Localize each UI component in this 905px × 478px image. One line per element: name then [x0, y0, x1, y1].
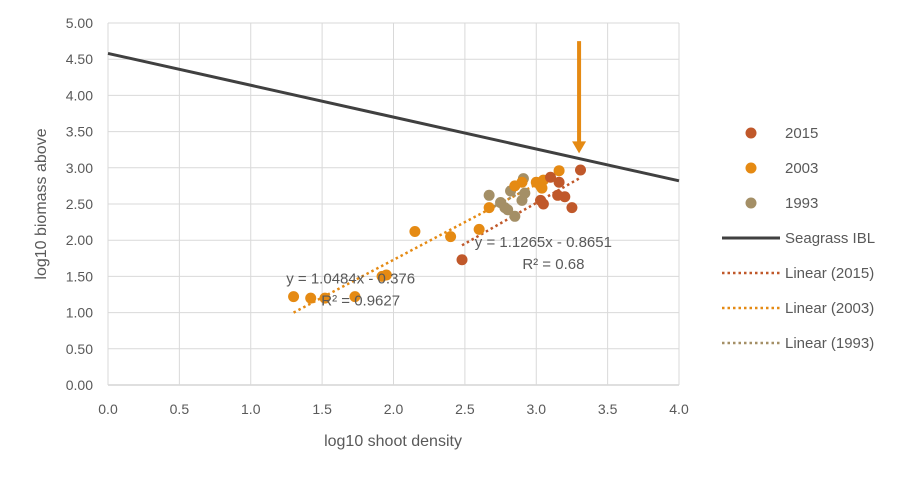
legend-item-linear-1993: Linear (1993)	[722, 335, 874, 352]
x-tick-label: 2.5	[455, 401, 475, 417]
y-tick-label: 5.00	[66, 15, 93, 31]
x-axis-ticks: 0.0 0.5 1.0 1.5 2.0 2.5 3.0 3.5 4.0	[98, 401, 689, 417]
legend-marker	[745, 162, 757, 174]
point-2003	[319, 292, 331, 304]
x-tick-label: 4.0	[669, 401, 689, 417]
point-1993	[519, 187, 531, 199]
y-tick-label: 0.50	[66, 341, 93, 357]
x-tick-label: 1.5	[312, 401, 332, 417]
y-tick-label: 4.50	[66, 51, 93, 67]
eq-2015-line-1: y = 1.1265x - 0.8651	[475, 234, 612, 251]
seagrass-ibl-line	[107, 51, 680, 183]
point-1993	[502, 204, 514, 216]
point-2003	[288, 291, 300, 303]
legend-label: Linear (1993)	[785, 335, 874, 352]
y-tick-label: 2.00	[66, 232, 93, 248]
eq-2003-line-1: y = 1.0484x - 0.376	[286, 270, 415, 287]
x-tick-label: 2.0	[384, 401, 404, 417]
linear-1993-trendline	[488, 189, 526, 211]
eq-2003-line-2: R² = 0.9627	[321, 292, 400, 309]
highlight-arrow	[572, 41, 587, 154]
legend-label: Linear (2015)	[785, 265, 874, 282]
y-tick-label: 1.50	[66, 268, 93, 284]
point-2003	[473, 223, 485, 235]
x-tick-label: 3.0	[527, 401, 547, 417]
x-tick-label: 3.5	[598, 401, 618, 417]
gridlines	[107, 22, 680, 386]
point-2003	[409, 226, 421, 238]
legend-item-2003: 2003	[745, 160, 818, 177]
y-axis-title: log10 biomass above	[33, 128, 50, 279]
y-axis-ticks: 0.00 0.50 1.00 1.50 2.00 2.50 3.00 3.50 4.00 4.50…	[66, 15, 93, 393]
y-tick-label: 1.00	[66, 305, 93, 321]
point-2015	[566, 202, 578, 214]
legend-label: 1993	[785, 195, 818, 212]
linear-2003-trendline	[292, 171, 560, 314]
legend-label: Linear (2003)	[785, 300, 874, 317]
data-points	[288, 164, 587, 304]
legend: 2015 2003 1993 Seagrass IBL Linear (2015) Lin…	[722, 125, 875, 352]
point-2015	[559, 191, 571, 203]
point-2003	[380, 269, 392, 281]
point-2015	[553, 176, 565, 188]
point-2015	[545, 171, 557, 183]
point-2003	[553, 165, 565, 177]
point-1993	[483, 189, 495, 201]
point-2015	[456, 254, 468, 266]
legend-item-seagrass-ibl: Seagrass IBL	[722, 230, 875, 247]
y-tick-label: 4.00	[66, 87, 93, 103]
eq-2015-line-2: R² = 0.68	[522, 256, 584, 273]
point-2003	[305, 292, 317, 304]
point-2003	[445, 231, 457, 243]
y-tick-label: 0.00	[66, 377, 93, 393]
point-2003	[536, 182, 548, 194]
point-2003	[483, 202, 495, 214]
x-tick-label: 0.0	[98, 401, 118, 417]
legend-item-linear-2015: Linear (2015)	[722, 265, 874, 282]
y-tick-label: 3.50	[66, 124, 93, 140]
y-tick-label: 3.00	[66, 160, 93, 176]
arrow-head	[572, 141, 587, 154]
y-tick-label: 2.50	[66, 196, 93, 212]
legend-label: 2015	[785, 125, 818, 142]
legend-marker	[745, 197, 757, 209]
point-2015	[575, 164, 587, 176]
legend-marker	[745, 127, 757, 139]
point-2015	[537, 198, 549, 210]
legend-label: Seagrass IBL	[785, 230, 875, 247]
legend-label: 2003	[785, 160, 818, 177]
point-2003	[516, 176, 528, 188]
x-tick-label: 1.0	[241, 401, 261, 417]
legend-item-2015: 2015	[745, 125, 818, 142]
x-tick-label: 0.5	[170, 401, 190, 417]
point-2003	[349, 291, 361, 303]
point-1993	[509, 210, 521, 222]
x-axis-title: log10 shoot density	[324, 433, 462, 450]
equations: y = 1.0484x - 0.376 R² = 0.9627 y = 1.1265…	[286, 234, 612, 309]
legend-item-1993: 1993	[745, 195, 818, 212]
legend-item-linear-2003: Linear (2003)	[722, 300, 874, 317]
